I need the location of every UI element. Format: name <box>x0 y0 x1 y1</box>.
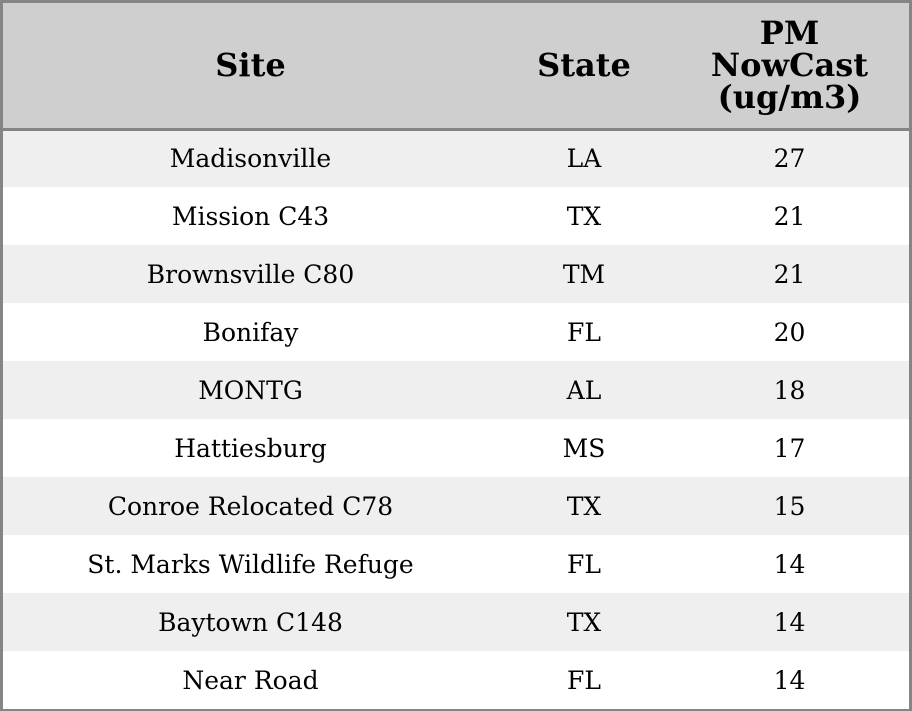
column-header-pm-line-1: PM <box>759 14 820 53</box>
state-cell: TX <box>566 607 602 637</box>
state-cell: FL <box>567 317 601 347</box>
table-row: Brownsville C80 TM 21 <box>3 245 909 303</box>
pm-value-cell: 18 <box>773 375 806 405</box>
column-header-site: Site <box>3 3 498 131</box>
table-row: Bonifay FL 20 <box>3 303 909 361</box>
state-cell: AL <box>566 375 602 405</box>
state-cell: TX <box>566 201 602 231</box>
pm-value-cell: 17 <box>773 433 806 463</box>
column-header-state: State <box>498 3 670 131</box>
header-row: Site State PM NowCast (ug/m3) <box>3 3 909 131</box>
table-row: Mission C43 TX 21 <box>3 187 909 245</box>
site-cell: Madisonville <box>169 144 332 174</box>
site-cell: Baytown C148 <box>158 607 343 637</box>
site-cell: Mission C43 <box>171 201 330 231</box>
state-cell: MS <box>562 433 606 463</box>
pm-value-cell: 14 <box>773 607 806 637</box>
pm-value-cell: 14 <box>773 549 806 579</box>
table-body: Madisonville LA 27 Mission C43 TX 21 Bro… <box>3 129 909 709</box>
site-cell: Brownsville C80 <box>146 259 355 289</box>
state-cell: LA <box>566 144 602 174</box>
state-cell: FL <box>567 549 601 579</box>
pm-value-cell: 21 <box>773 259 806 289</box>
site-cell: St. Marks Wildlife Refuge <box>87 549 414 579</box>
table-row: St. Marks Wildlife Refuge FL 14 <box>3 535 909 593</box>
state-cell: TX <box>566 491 602 521</box>
pm-nowcast-table: Site State PM NowCast (ug/m3) Madisonvil… <box>3 3 909 709</box>
table-row: MONTG AL 18 <box>3 361 909 419</box>
column-header-site-text: Site <box>215 46 286 85</box>
pm-value-cell: 14 <box>773 665 806 695</box>
table-row: Near Road FL 14 <box>3 651 909 709</box>
column-header-pm-line-2: NowCast <box>710 46 869 85</box>
pm-value-cell: 15 <box>773 491 806 521</box>
site-cell: Conroe Relocated C78 <box>107 491 394 521</box>
table-row: Conroe Relocated C78 TX 15 <box>3 477 909 535</box>
state-cell: TM <box>562 259 606 289</box>
site-cell: MONTG <box>198 375 303 405</box>
pm-value-cell: 20 <box>773 317 806 347</box>
site-cell: Hattiesburg <box>174 433 327 463</box>
pm-value-cell: 27 <box>773 144 806 174</box>
pm-value-cell: 21 <box>773 201 806 231</box>
table-row: Madisonville LA 27 <box>3 129 909 187</box>
column-header-pm-nowcast: PM NowCast (ug/m3) <box>670 3 909 131</box>
table-header: Site State PM NowCast (ug/m3) <box>3 3 909 131</box>
state-cell: FL <box>567 665 601 695</box>
site-cell: Bonifay <box>202 317 299 347</box>
column-header-pm-line-3: (ug/m3) <box>717 78 862 117</box>
column-header-state-text: State <box>537 46 631 85</box>
site-cell: Near Road <box>182 665 319 695</box>
table-row: Baytown C148 TX 14 <box>3 593 909 651</box>
table-row: Hattiesburg MS 17 <box>3 419 909 477</box>
